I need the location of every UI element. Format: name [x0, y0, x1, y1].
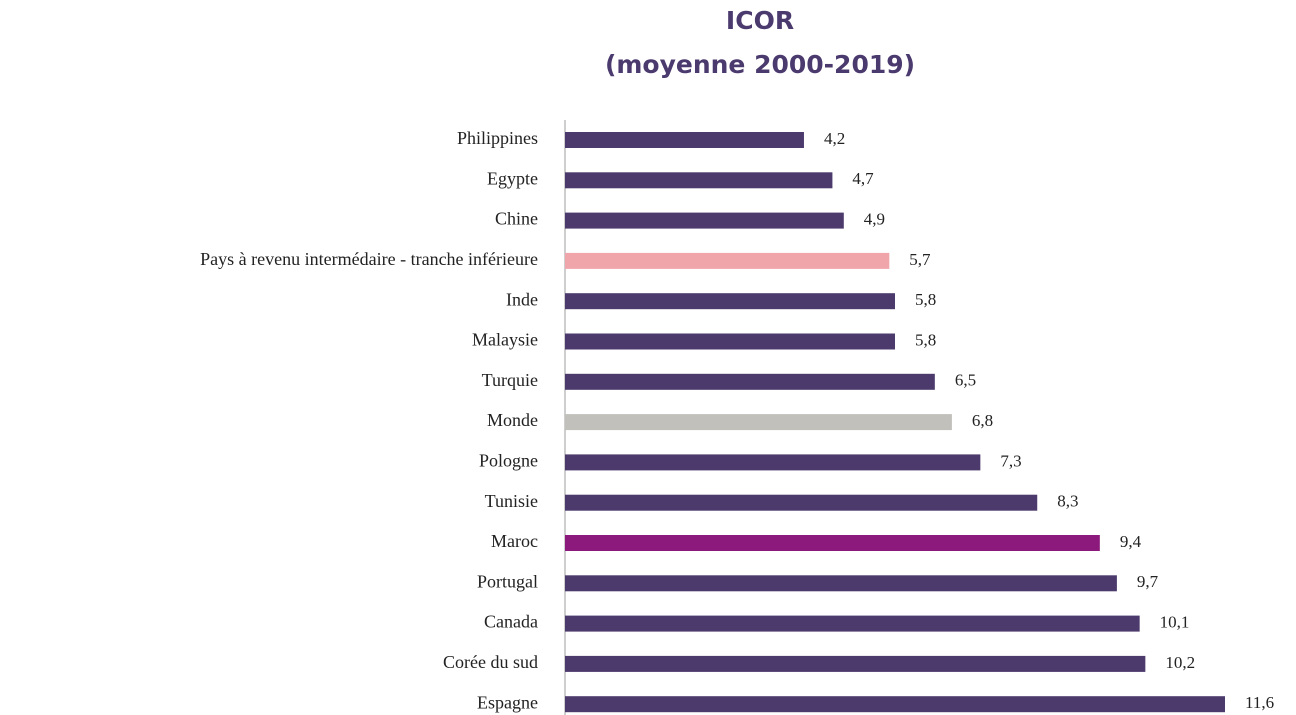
value-label: 5,8 [915, 330, 936, 349]
bar [565, 414, 952, 431]
value-label: 8,3 [1057, 492, 1078, 511]
bar [565, 373, 935, 390]
category-label: Canada [484, 612, 538, 632]
bar [565, 333, 895, 350]
value-label: 4,2 [824, 129, 845, 148]
value-label: 4,9 [864, 210, 885, 229]
value-label: 4,7 [852, 169, 874, 188]
bar [565, 212, 844, 229]
value-label: 10,1 [1160, 613, 1190, 632]
value-label: 7,3 [1000, 451, 1021, 470]
category-label: Pologne [479, 451, 538, 471]
bar [565, 494, 1038, 511]
value-label: 6,8 [972, 411, 993, 430]
bar [565, 293, 895, 310]
category-label: Turquie [482, 370, 538, 390]
value-label: 6,5 [955, 371, 976, 390]
value-label: 9,7 [1137, 572, 1159, 591]
category-label: Monde [487, 410, 538, 430]
category-label: Tunisie [485, 491, 538, 511]
value-label: 10,2 [1165, 653, 1195, 672]
category-label: Chine [495, 209, 538, 229]
category-label: Inde [506, 289, 538, 309]
chart-subtitle: (moyenne 2000-2019) [605, 50, 915, 79]
bar [565, 535, 1100, 551]
bar [565, 655, 1146, 672]
bar [565, 172, 833, 189]
category-label: Pays à revenu intermédaire - tranche inf… [200, 249, 538, 269]
value-label: 5,7 [909, 250, 931, 269]
category-label: Philippines [457, 128, 538, 148]
category-label: Malaysie [472, 330, 538, 350]
bar [565, 696, 1225, 713]
value-label: 11,6 [1245, 693, 1274, 712]
category-label: Espagne [477, 692, 538, 712]
chart-title: ICOR [726, 6, 794, 35]
bar [565, 615, 1140, 632]
bar [565, 132, 804, 148]
value-label: 5,8 [915, 290, 936, 309]
bar [565, 454, 981, 471]
category-label: Maroc [491, 531, 538, 551]
bar [565, 252, 890, 269]
category-label: Corée du sud [443, 652, 538, 672]
category-label: Egypte [487, 168, 538, 188]
category-label: Portugal [477, 571, 538, 591]
value-label: 9,4 [1120, 532, 1142, 551]
bar [565, 575, 1117, 592]
